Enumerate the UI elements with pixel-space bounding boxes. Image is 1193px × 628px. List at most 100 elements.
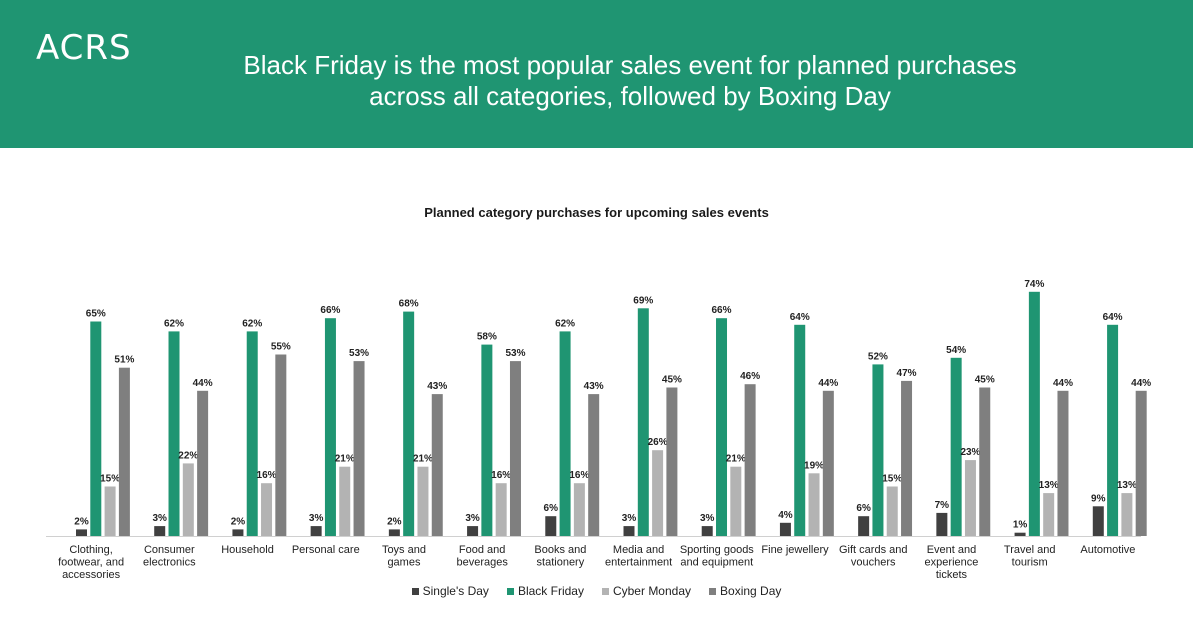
data-label-cyber-monday: 26% <box>648 437 668 448</box>
bar-single-s-day <box>936 513 947 536</box>
data-label-boxing-day: 44% <box>818 378 838 389</box>
data-label-black-friday: 62% <box>555 318 575 329</box>
bar-single-s-day <box>389 529 400 536</box>
bar-boxing-day <box>588 394 599 536</box>
bar-cyber-monday <box>105 487 116 537</box>
data-label-cyber-monday: 23% <box>960 447 980 458</box>
bar-black-friday <box>1107 325 1118 536</box>
data-label-single-s-day: 6% <box>856 503 871 514</box>
data-label-boxing-day: 47% <box>897 368 917 379</box>
legend-swatch-singles-day <box>412 588 419 595</box>
data-label-cyber-monday: 16% <box>569 470 589 481</box>
category-label: Event and experience tickets <box>925 544 979 581</box>
category-label: Consumer electronics <box>143 544 196 569</box>
data-label-single-s-day: 1% <box>1013 520 1028 531</box>
data-label-cyber-monday: 13% <box>1117 480 1137 491</box>
data-label-black-friday: 66% <box>712 305 732 316</box>
bar-cyber-monday <box>261 483 272 536</box>
data-label-black-friday: 69% <box>633 295 653 306</box>
bar-boxing-day <box>1057 391 1068 536</box>
category-label: Personal care <box>292 544 360 556</box>
category-label: Fine jewellery <box>761 544 829 556</box>
bar-boxing-day <box>823 391 834 536</box>
data-label-cyber-monday: 16% <box>491 470 511 481</box>
legend-item-boxing-day: Boxing Day <box>709 584 781 598</box>
bar-boxing-day <box>119 368 130 536</box>
bar-black-friday <box>247 331 258 536</box>
chart-legend: Single's Day Black Friday Cyber Monday B… <box>0 584 1193 598</box>
legend-item-singles-day: Single's Day <box>412 584 489 598</box>
data-label-single-s-day: 3% <box>465 513 480 524</box>
data-label-black-friday: 62% <box>164 318 184 329</box>
bar-boxing-day <box>1136 391 1147 536</box>
bar-cyber-monday <box>183 463 194 536</box>
bar-cyber-monday <box>339 467 350 536</box>
bar-cyber-monday <box>417 467 428 536</box>
data-label-single-s-day: 2% <box>74 516 89 527</box>
bar-cyber-monday <box>887 487 898 537</box>
data-label-single-s-day: 3% <box>700 513 715 524</box>
legend-swatch-boxing-day <box>709 588 716 595</box>
bar-black-friday <box>1029 292 1040 536</box>
bar-cyber-monday <box>1121 493 1132 536</box>
legend-label-cyber-monday: Cyber Monday <box>613 584 691 598</box>
bar-boxing-day <box>354 361 365 536</box>
data-label-single-s-day: 4% <box>778 510 793 521</box>
bar-boxing-day <box>901 381 912 536</box>
data-label-single-s-day: 3% <box>152 513 167 524</box>
data-label-cyber-monday: 22% <box>178 450 198 461</box>
category-label: Sporting goods and equipment <box>680 544 754 569</box>
bar-cyber-monday <box>730 467 741 536</box>
data-label-cyber-monday: 21% <box>726 454 746 465</box>
bar-black-friday <box>325 318 336 536</box>
legend-item-cyber-monday: Cyber Monday <box>602 584 691 598</box>
bar-single-s-day <box>154 526 165 536</box>
legend-label-boxing-day: Boxing Day <box>720 584 781 598</box>
legend-item-black-friday: Black Friday <box>507 584 584 598</box>
bar-cyber-monday <box>809 473 820 536</box>
bar-cyber-monday <box>652 450 663 536</box>
category-label: Media and entertainment <box>605 544 672 569</box>
bar-single-s-day <box>311 526 322 536</box>
data-label-boxing-day: 44% <box>1053 378 1073 389</box>
data-label-black-friday: 52% <box>868 351 888 362</box>
data-label-single-s-day: 2% <box>231 516 246 527</box>
category-label: Food and beverages <box>456 544 508 569</box>
bar-boxing-day <box>275 355 286 537</box>
category-label: Toys and games <box>382 544 426 569</box>
data-label-black-friday: 62% <box>242 318 262 329</box>
bar-single-s-day <box>702 526 713 536</box>
data-label-black-friday: 64% <box>790 312 810 323</box>
data-label-boxing-day: 53% <box>349 348 369 359</box>
bar-cyber-monday <box>496 483 507 536</box>
data-label-cyber-monday: 21% <box>335 454 355 465</box>
bar-black-friday <box>638 308 649 536</box>
legend-swatch-cyber-monday <box>602 588 609 595</box>
bar-single-s-day <box>76 529 87 536</box>
bar-cyber-monday <box>965 460 976 536</box>
bar-single-s-day <box>1093 506 1104 536</box>
bar-cyber-monday <box>1043 493 1054 536</box>
data-label-single-s-day: 3% <box>622 513 637 524</box>
bar-black-friday <box>403 312 414 536</box>
bar-single-s-day <box>1015 533 1026 536</box>
data-label-black-friday: 74% <box>1024 279 1044 290</box>
data-label-cyber-monday: 15% <box>882 474 902 485</box>
bar-black-friday <box>872 364 883 536</box>
bar-black-friday <box>90 322 101 537</box>
bar-boxing-day <box>197 391 208 536</box>
category-label: Gift cards and vouchers <box>839 544 907 569</box>
data-label-single-s-day: 2% <box>387 516 402 527</box>
data-label-black-friday: 66% <box>320 305 340 316</box>
data-label-single-s-day: 7% <box>935 500 950 511</box>
category-label: Books and stationery <box>534 544 586 569</box>
data-label-single-s-day: 9% <box>1091 493 1106 504</box>
legend-label-black-friday: Black Friday <box>518 584 584 598</box>
data-label-cyber-monday: 21% <box>413 454 433 465</box>
bar-boxing-day <box>979 388 990 537</box>
legend-label-singles-day: Single's Day <box>423 584 489 598</box>
bar-boxing-day <box>745 384 756 536</box>
legend-swatch-black-friday <box>507 588 514 595</box>
data-label-cyber-monday: 15% <box>100 474 120 485</box>
